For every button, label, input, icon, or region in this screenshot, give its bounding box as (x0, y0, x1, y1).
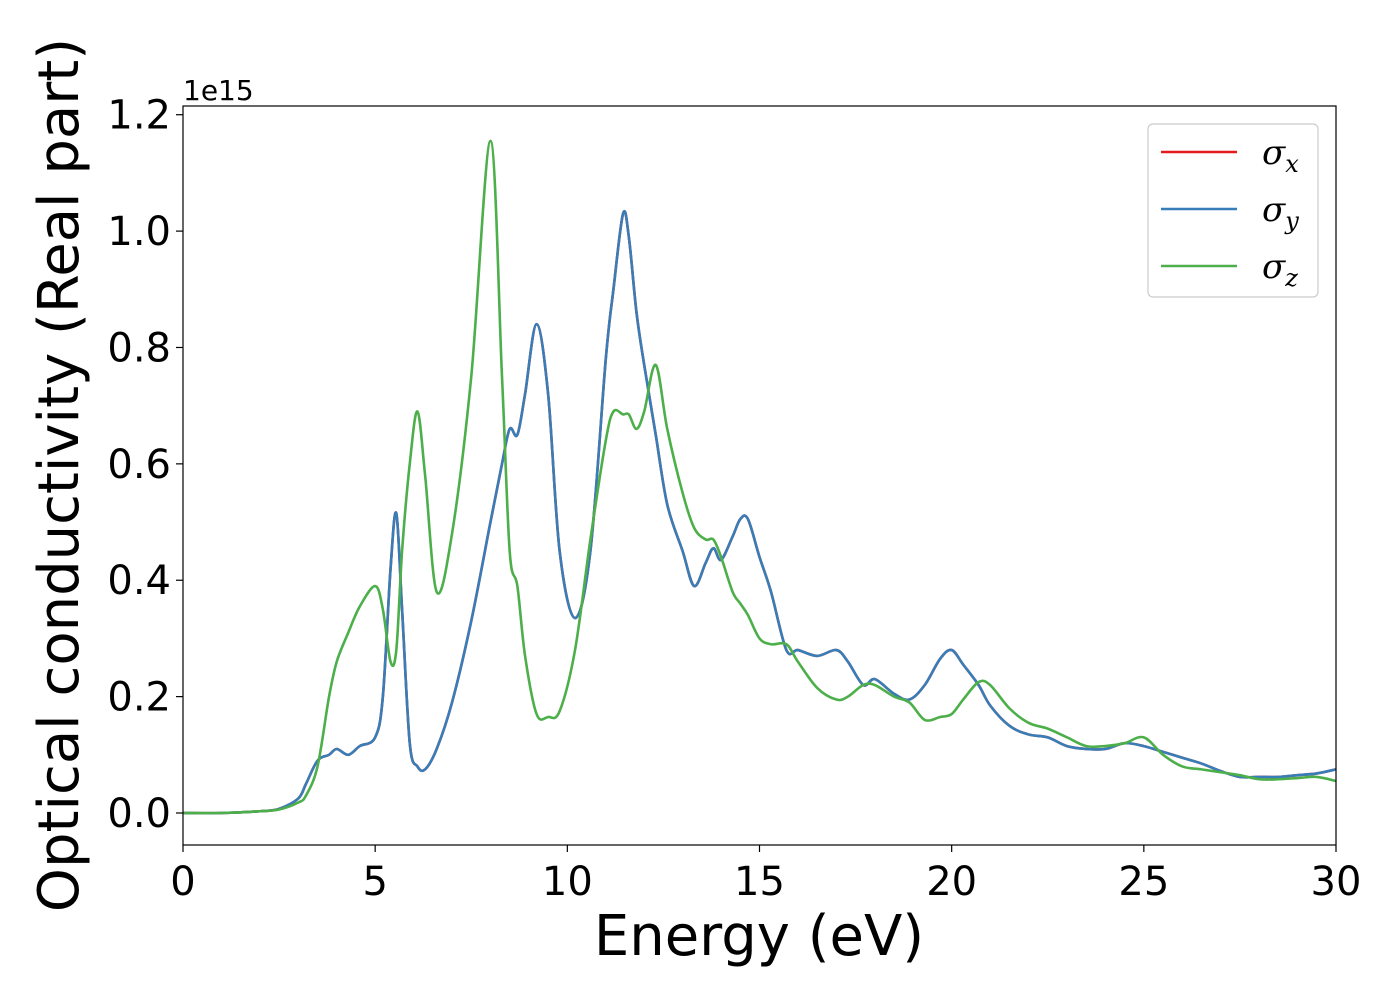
legend-label: σx (1262, 133, 1299, 178)
series-layer (183, 139, 1336, 815)
y-tick-label: 0.2 (107, 675, 171, 721)
y-axis: 0.0 0.2 0.4 0.6 0.8 1.0 1.2 (107, 93, 183, 837)
y-offset-label: 1e15 (183, 74, 254, 107)
x-tick-label: 15 (734, 859, 785, 905)
y-tick-label: 0.6 (107, 442, 171, 488)
legend-box (1147, 123, 1319, 298)
x-tick-label: 10 (542, 859, 593, 905)
series-line-sigma-y (183, 209, 1336, 815)
x-tick-label: 30 (1311, 859, 1362, 905)
series-line-sigma-z (183, 139, 1336, 815)
y-tick-label: 1.2 (107, 93, 171, 139)
plot-area (183, 106, 1336, 845)
y-axis-title: Optical conductivity (Real part) (27, 38, 92, 912)
legend-label: σy (1262, 190, 1299, 235)
x-tick-label: 5 (362, 859, 387, 905)
legend-label: σz (1262, 247, 1298, 292)
x-tick-label: 25 (1118, 859, 1169, 905)
legend: σx σy σz (1147, 123, 1319, 298)
y-tick-label: 0.4 (107, 558, 171, 604)
x-axis: 0 5 10 15 20 25 30 (170, 845, 1361, 905)
y-tick-label: 0.8 (107, 325, 171, 371)
x-axis-title: Energy (eV) (594, 904, 924, 969)
x-tick-label: 20 (926, 859, 977, 905)
y-tick-label: 0.0 (107, 791, 171, 837)
y-tick-label: 1.0 (107, 209, 171, 255)
x-tick-label: 0 (170, 859, 195, 905)
